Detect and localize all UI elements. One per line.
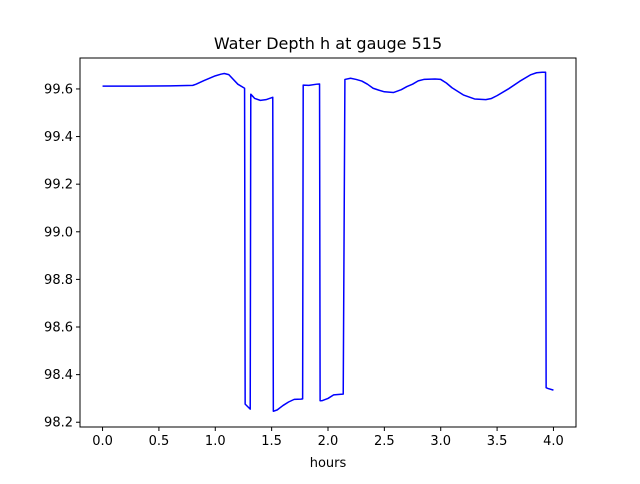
x-tick-label: 4.0 — [543, 434, 564, 449]
y-tick-label: 98.6 — [44, 321, 73, 336]
x-tick-label: 2.5 — [374, 434, 395, 449]
x-axis-label: hours — [310, 456, 347, 471]
x-tick-label: 0.5 — [149, 434, 170, 449]
y-axis-ticks: 98.2 98.4 98.6 98.8 99.0 99.2 99.4 99.6 — [44, 82, 80, 431]
chart-title: Water Depth h at gauge 515 — [214, 34, 442, 53]
y-tick-label: 99.4 — [44, 130, 73, 145]
y-tick-label: 99.0 — [44, 225, 73, 240]
y-tick-label: 98.2 — [44, 416, 73, 431]
series-line-0 — [102, 71, 554, 413]
plot-area — [80, 58, 576, 427]
y-tick-label: 98.8 — [44, 273, 73, 288]
y-tick-label: 98.4 — [44, 368, 73, 383]
x-tick-label: 1.0 — [205, 434, 226, 449]
series-layer — [102, 71, 554, 413]
x-tick-label: 3.0 — [430, 434, 451, 449]
x-tick-label: 1.5 — [261, 434, 282, 449]
y-tick-label: 99.2 — [44, 178, 73, 193]
x-tick-label: 2.0 — [318, 434, 339, 449]
x-tick-label: 3.5 — [487, 434, 508, 449]
x-tick-label: 0.0 — [92, 434, 113, 449]
x-axis-ticks: 0.0 0.5 1.0 1.5 2.0 2.5 3.0 3.5 4.0 — [92, 427, 564, 449]
y-tick-label: 99.6 — [44, 82, 73, 97]
